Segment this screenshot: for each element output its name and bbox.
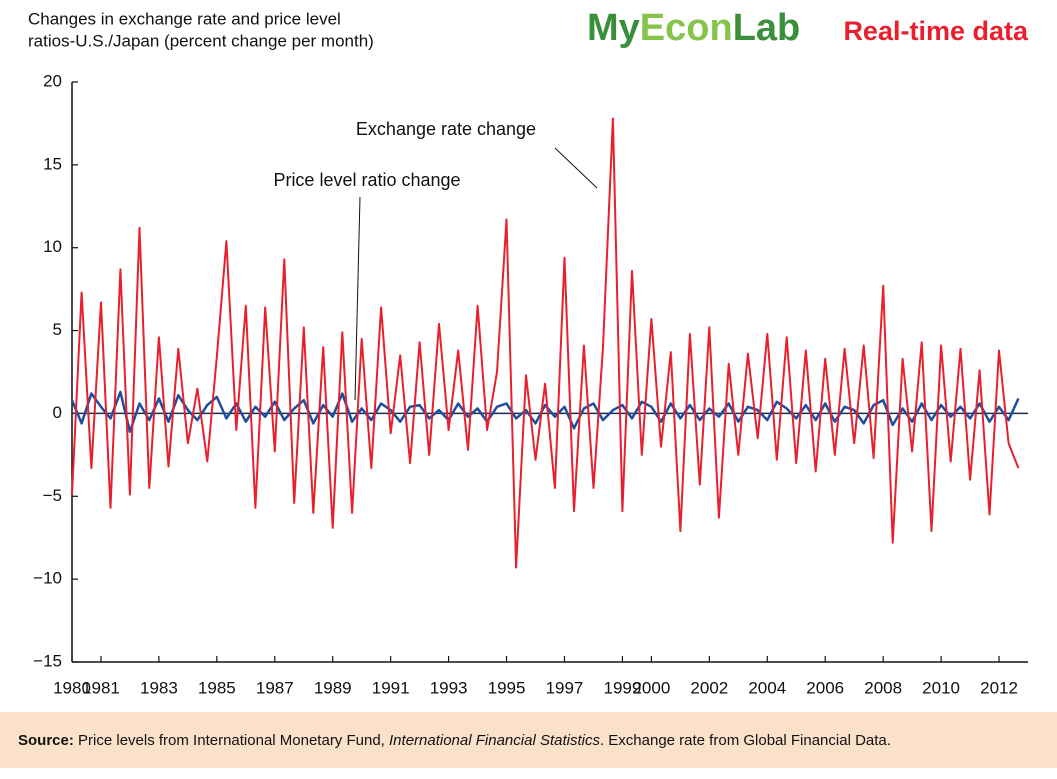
x-tick-label: 2004 — [748, 678, 786, 697]
annotation: Exchange rate change — [356, 119, 536, 139]
x-tick-label: 2006 — [806, 678, 844, 697]
x-tick-label: 1997 — [546, 678, 584, 697]
source-note: Source: Price levels from International … — [18, 732, 891, 749]
y-tick-label: −5 — [43, 486, 62, 505]
x-tick-label: 1983 — [140, 678, 178, 697]
brand-part: Econ — [640, 7, 733, 49]
x-tick-label: 2008 — [864, 678, 902, 697]
x-tick-label: 2002 — [690, 678, 728, 697]
x-tick-label: 2010 — [922, 678, 960, 697]
y-tick-label: 15 — [43, 154, 62, 173]
series-line — [71, 117, 1020, 569]
source-label: Source: — [18, 732, 74, 749]
x-tick-label: 1985 — [198, 678, 236, 697]
chart-title: ratios-U.S./Japan (percent change per mo… — [28, 31, 374, 50]
x-tick-label: 2012 — [980, 678, 1018, 697]
brand-logo: MyEconLab — [587, 7, 800, 49]
annotation-pointer — [554, 147, 598, 189]
x-tick-label: 1981 — [82, 678, 120, 697]
y-tick-label: −10 — [33, 569, 62, 588]
x-tick-label: 1991 — [372, 678, 410, 697]
brand-part: Lab — [733, 7, 801, 49]
chart-title: Changes in exchange rate and price level — [28, 9, 341, 28]
brand-tag: Real-time data — [843, 16, 1029, 46]
source-text: . Exchange rate from Global Financial Da… — [600, 732, 891, 749]
x-tick-label: 2000 — [632, 678, 670, 697]
brand-part: My — [587, 7, 640, 49]
footer-band — [0, 712, 1057, 768]
x-tick-label: 1993 — [430, 678, 468, 697]
x-tick-label: 1980 — [53, 678, 91, 697]
x-tick-label: 1987 — [256, 678, 294, 697]
series-line — [70, 390, 1020, 433]
y-tick-label: 5 — [53, 320, 62, 339]
source-text: Price levels from International Monetary… — [78, 732, 389, 749]
source-text: International Financial Statistics — [389, 732, 600, 749]
x-tick-label: 1989 — [314, 678, 352, 697]
x-tick-label: 1995 — [488, 678, 526, 697]
y-tick-label: 20 — [43, 71, 62, 90]
annotation: Price level ratio change — [273, 170, 460, 190]
annotation-pointer — [354, 196, 361, 401]
y-tick-label: 10 — [43, 237, 62, 256]
y-tick-label: −15 — [33, 651, 62, 670]
y-tick-label: 0 — [53, 403, 62, 422]
x-tick-label: 1999 — [604, 678, 642, 697]
